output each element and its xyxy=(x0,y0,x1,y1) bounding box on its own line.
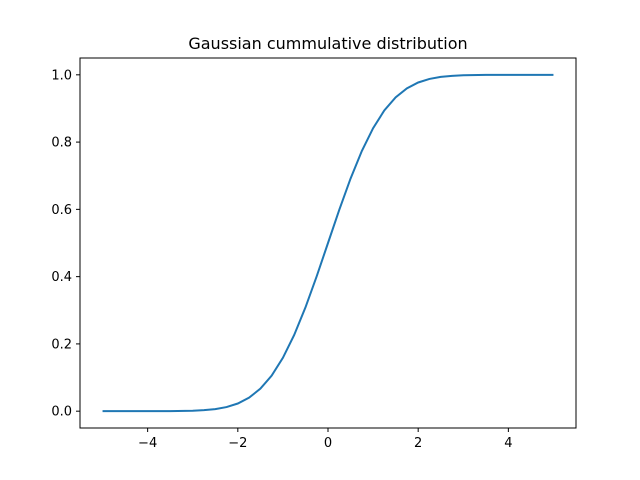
x-tick-label: −2 xyxy=(228,436,247,451)
series-line xyxy=(102,73,554,413)
x-tick-label: 0 xyxy=(324,436,332,451)
x-axis: −4 −2 0 2 4 xyxy=(138,428,513,451)
x-tick-label: 4 xyxy=(504,436,512,451)
y-tick-label: 0.4 xyxy=(51,270,72,285)
y-tick-label: 1.0 xyxy=(51,68,72,83)
y-tick-label: 0.8 xyxy=(51,136,72,151)
y-axis: 0.0 0.2 0.4 0.6 0.8 1.0 xyxy=(51,68,80,420)
plot-frame xyxy=(79,57,577,429)
x-tick-label: 2 xyxy=(414,436,422,451)
y-tick-label: 0.6 xyxy=(51,203,72,218)
chart-title: Gaussian cummulative distribution xyxy=(188,34,467,53)
y-tick-label: 0.0 xyxy=(51,405,72,420)
y-tick-label: 0.2 xyxy=(51,337,72,352)
x-tick-label: −4 xyxy=(138,436,157,451)
